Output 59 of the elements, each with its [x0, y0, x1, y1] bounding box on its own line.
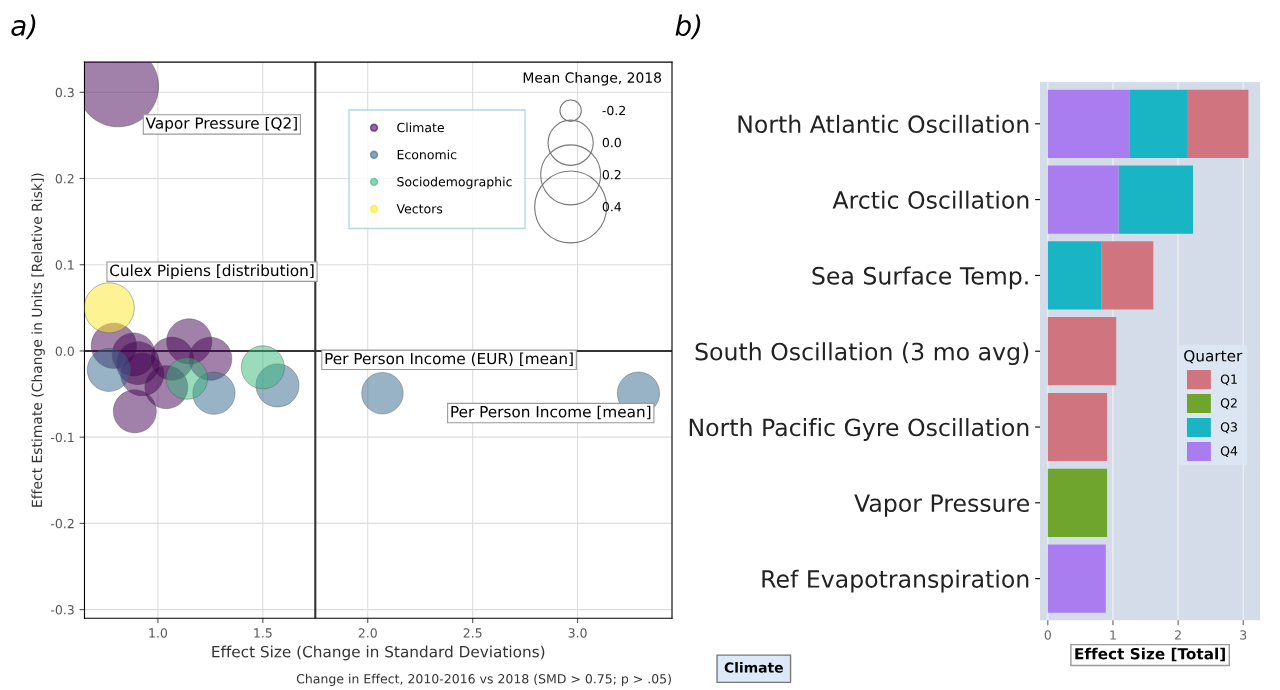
y-tick-label: 0.1 — [55, 260, 74, 270]
legend-label: Q4 — [1220, 446, 1238, 458]
x-tick-label: 2.0 — [358, 628, 377, 638]
annotation: Per Person Income [mean] — [451, 405, 651, 420]
y-tick-label: -0.2 — [50, 518, 74, 529]
y-tick-label: Vapor Pressure — [854, 494, 1030, 517]
y-tick-label: 0.0 — [55, 346, 74, 356]
bar — [1047, 468, 1108, 537]
y-tick-label: Ref Evapotranspiration — [762, 569, 1029, 593]
y-tick-label: South Oscillation (3 mo avg) — [695, 342, 1029, 366]
text: Change in Effect, 2010-2016 vs 2018 (SMD > 0.75; p > .05) — [296, 673, 671, 686]
bar — [1118, 165, 1194, 234]
x-tick-label: 1 — [1110, 630, 1116, 640]
y-tick-label: 0.2 — [55, 173, 74, 184]
chart-title: a) — [11, 14, 36, 40]
legend-title: Quarter — [1184, 350, 1243, 364]
bar — [1047, 317, 1117, 386]
legend-label: 0.2 — [602, 169, 621, 180]
bar — [1129, 89, 1188, 158]
y-tick-label: North Atlantic Oscillation — [738, 114, 1029, 134]
legend-label: Q1 — [1220, 374, 1237, 386]
legend-title: Mean Change, 2018 — [523, 72, 662, 86]
x-tick-label: 3 — [1240, 630, 1247, 640]
x-axis-title: Effect Size [Total] — [1075, 647, 1225, 662]
y-tick-label: Sea Surface Temp. — [812, 266, 1028, 290]
legend-label: Vectors — [396, 204, 443, 214]
text: b) — [675, 14, 701, 40]
y-axis-title: Effect Estimate (Change in Units [Relative Risk]) — [31, 173, 45, 507]
x-tick-label: 2.5 — [463, 628, 482, 638]
x-tick-label: 0 — [1044, 630, 1051, 640]
x-tick-label: 1.5 — [254, 628, 272, 638]
y-tick-label: 0.3 — [55, 87, 74, 98]
legend-label: Q3 — [1220, 422, 1237, 434]
x-axis-title: Effect Size (Change in Standard Deviations) — [212, 645, 545, 661]
bar — [1047, 241, 1102, 310]
text: Climate — [724, 662, 783, 673]
x-tick-label: 3.0 — [568, 628, 587, 638]
y-tick-label: -0.1 — [50, 432, 74, 443]
bar — [1047, 165, 1119, 234]
bar — [1187, 89, 1249, 158]
legend-label: 0.4 — [602, 202, 622, 212]
legend-label: 0.0 — [602, 137, 621, 148]
bar — [1101, 241, 1154, 310]
bar — [1047, 392, 1108, 462]
x-tick-label: 2 — [1175, 630, 1181, 640]
legend-label: Climate — [397, 122, 444, 133]
annotation: Per Person Income (EUR) [mean] — [325, 352, 573, 367]
x-tick-label: 1.0 — [149, 628, 168, 638]
legend-label: Q2 — [1220, 398, 1237, 410]
y-tick-label: -0.3 — [50, 605, 74, 615]
y-tick-label: North Pacific Gyre Oscillation — [689, 418, 1029, 441]
legend-label: -0.2 — [602, 105, 626, 116]
annotation: Vapor Pressure [Q2] — [145, 116, 297, 132]
annotation: Culex Pipiens [distribution] — [110, 264, 314, 280]
bar — [1047, 89, 1130, 158]
legend-label: Sociodemographic — [397, 176, 512, 189]
bar — [1047, 544, 1106, 613]
legend-label: Economic — [397, 149, 457, 160]
y-tick-label: Arctic Oscillation — [832, 190, 1029, 209]
